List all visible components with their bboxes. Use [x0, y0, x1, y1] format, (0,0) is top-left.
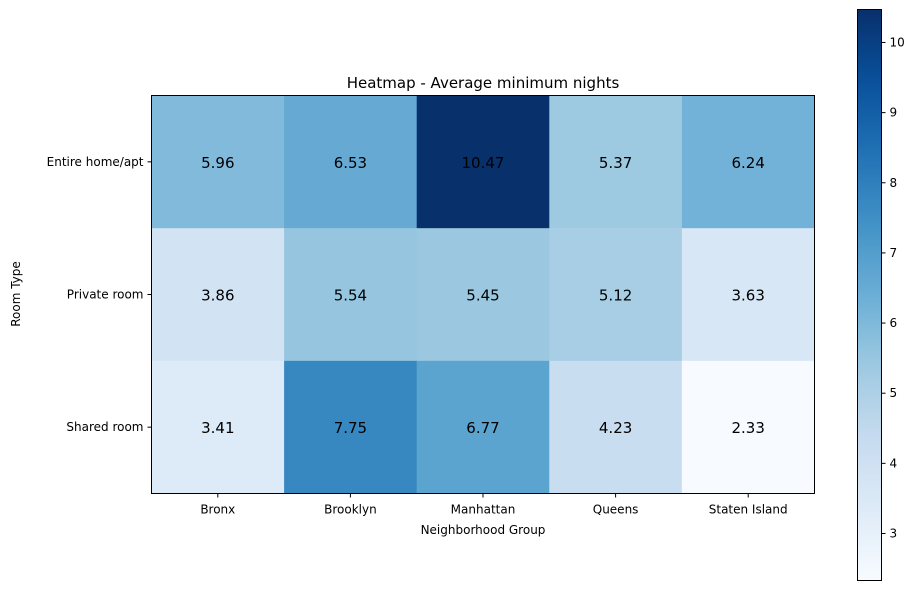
cell-value-label: 10.47 [462, 154, 505, 172]
cell-value-label: 5.96 [201, 154, 234, 172]
y-axis-label: Room Type [9, 261, 23, 327]
chart-title: Heatmap - Average minimum nights [347, 74, 620, 92]
cell-value-label: 6.77 [466, 419, 499, 437]
y-tick-label: Private room [67, 288, 144, 302]
heatmap-cell [681, 360, 815, 494]
cell-value-label: 4.23 [599, 419, 632, 437]
x-tick-label: Brooklyn [324, 503, 377, 517]
x-tick-label: Queens [593, 503, 639, 517]
y-axis-ticks: Entire home/apt Private room Shared room [47, 155, 152, 434]
cell-value-label: 3.63 [731, 287, 764, 305]
colorbar-tick-label: 6 [890, 316, 898, 330]
cell-value-label: 6.53 [334, 154, 367, 172]
heatmap-cell [416, 95, 550, 229]
heatmap-cell [284, 228, 418, 362]
colorbar-tick-label: 7 [890, 246, 898, 260]
cell-value-label: 5.12 [599, 287, 632, 305]
heatmap-cell [151, 228, 285, 362]
cell-value-label: 3.41 [201, 419, 234, 437]
heatmap-cell [151, 360, 285, 494]
x-axis-ticks: Bronx Brooklyn Manhattan Queens Staten Islan… [200, 493, 788, 517]
heatmap-cell [549, 95, 683, 229]
colorbar-ticks: 3 4 5 6 7 8 9 10 [881, 35, 905, 541]
x-tick-label: Staten Island [709, 503, 788, 517]
y-tick-label: Entire home/apt [47, 155, 144, 169]
cell-value-label: 5.54 [334, 287, 367, 305]
heatmap-cell [681, 228, 815, 362]
cell-value-label: 5.37 [599, 154, 632, 172]
cell-value-label: 6.24 [731, 154, 764, 172]
colorbar-tick-label: 3 [890, 527, 898, 541]
heatmap-cells: 5.96 6.53 10.47 5.37 6.24 3.86 5.54 5.45 5.12 3.6… [151, 95, 815, 494]
cell-value-label: 7.75 [334, 419, 367, 437]
heatmap-cell [416, 360, 550, 494]
heatmap-cell [416, 228, 550, 362]
x-tick-label: Bronx [200, 503, 235, 517]
heatmap-cell [151, 95, 285, 229]
colorbar-tick-label: 10 [890, 35, 905, 49]
colorbar-tick-label: 9 [890, 106, 898, 120]
heatmap-cell [549, 228, 683, 362]
cell-value-label: 2.33 [731, 419, 764, 437]
heatmap-cell [284, 95, 418, 229]
heatmap-cell [549, 360, 683, 494]
heatmap-cell [284, 360, 418, 494]
colorbar [857, 9, 882, 581]
colorbar-tick-label: 8 [890, 176, 898, 190]
cell-value-label: 3.86 [201, 287, 234, 305]
cell-value-label: 5.45 [466, 287, 499, 305]
x-axis-label: Neighborhood Group [421, 523, 546, 537]
x-tick-label: Manhattan [451, 503, 516, 517]
y-tick-label: Shared room [66, 420, 143, 434]
colorbar-tick-label: 4 [890, 456, 898, 470]
colorbar-tick-label: 5 [890, 386, 898, 400]
heatmap-cell [681, 95, 815, 229]
